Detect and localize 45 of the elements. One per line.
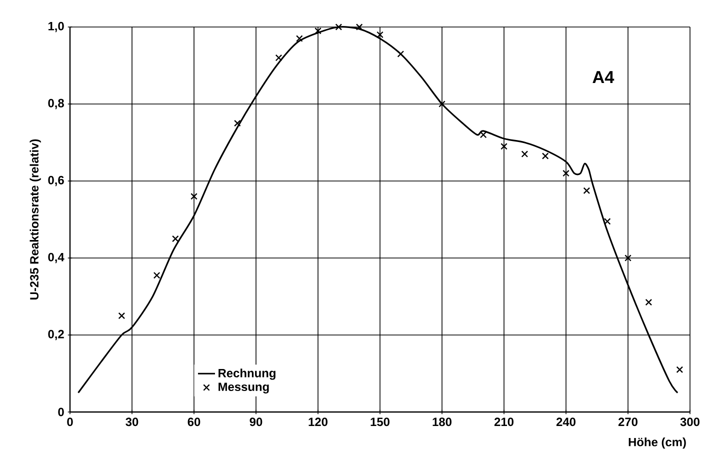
point xyxy=(521,150,528,158)
y-tick-label: 0,4 xyxy=(48,252,64,264)
point xyxy=(604,218,611,225)
point xyxy=(376,31,384,38)
x-tick-label: 0 xyxy=(67,418,73,426)
point xyxy=(562,170,570,177)
point xyxy=(356,24,363,30)
point xyxy=(153,272,160,279)
y-tick-label: 0,6 xyxy=(48,176,64,186)
point xyxy=(296,35,303,42)
point xyxy=(314,27,322,34)
point xyxy=(234,120,241,127)
point xyxy=(500,142,508,150)
y-axis-title: U-235 Reaktionsrate (relativ) xyxy=(30,139,41,300)
point xyxy=(118,312,126,320)
x-tick-label: 210 xyxy=(494,418,514,426)
x-tick-label: 180 xyxy=(432,418,452,426)
point xyxy=(190,192,198,200)
point xyxy=(583,187,590,194)
x-tick-label: 60 xyxy=(188,418,200,426)
point xyxy=(480,131,487,138)
x-tick-label: 300 xyxy=(680,418,700,426)
x-tick-label: 270 xyxy=(618,418,638,426)
point xyxy=(676,366,684,374)
x-tick-label: 240 xyxy=(556,418,576,426)
y-tick-label: 0,8 xyxy=(48,98,64,110)
legend-label: Rechnung xyxy=(218,368,276,380)
point xyxy=(172,235,179,242)
y-tick-label: 1,0 xyxy=(48,22,64,32)
point xyxy=(275,54,282,62)
point xyxy=(397,50,404,58)
point xyxy=(542,152,549,160)
y-tick-label: 0,2 xyxy=(48,330,64,340)
y-tick-label: 0 xyxy=(58,408,64,416)
point xyxy=(438,100,446,108)
point xyxy=(624,254,632,262)
x-tick-label: 150 xyxy=(370,418,390,426)
x-tick-label: 120 xyxy=(308,418,328,426)
x-tick-label: 30 xyxy=(126,418,138,426)
annotation: A4 xyxy=(592,71,614,83)
point xyxy=(645,298,652,306)
x-tick-label: 90 xyxy=(250,418,262,426)
legend-label: Messung xyxy=(218,382,269,394)
point xyxy=(335,24,342,30)
x-axis-title: Höhe (cm) xyxy=(628,438,686,449)
